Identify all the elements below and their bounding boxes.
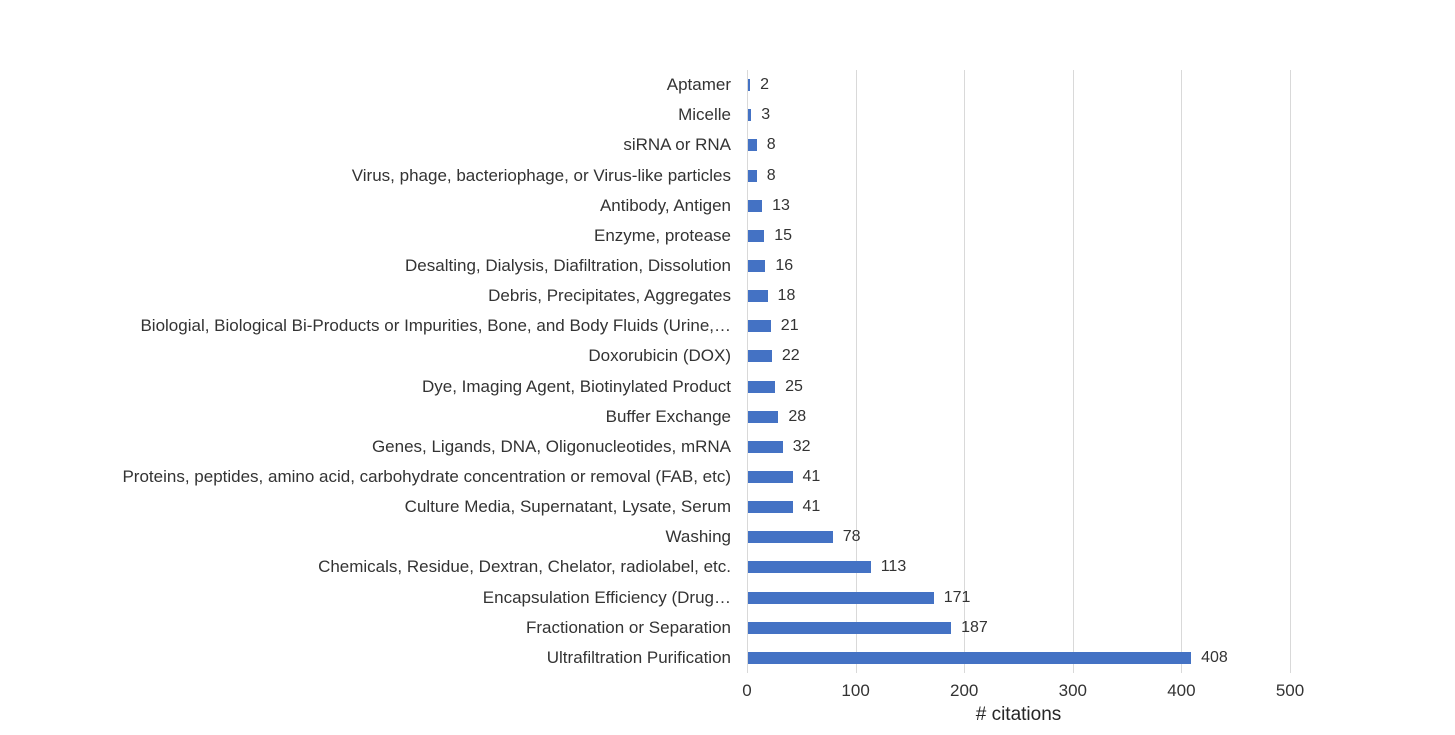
x-axis-tick-label: 300 xyxy=(1058,681,1087,700)
bar-value-label: 41 xyxy=(802,468,821,485)
category-label: Culture Media, Supernatant, Lysate, Seru… xyxy=(404,497,731,517)
category-label: Aptamer xyxy=(666,75,731,95)
x-axis-tick-label: 100 xyxy=(841,681,870,700)
category-label: Washing xyxy=(665,527,731,547)
bar-value-label: 25 xyxy=(785,377,803,395)
bar xyxy=(748,290,768,303)
bar xyxy=(748,501,793,514)
bar xyxy=(748,410,779,423)
category-label: Genes, Ligands, DNA, Oligonucleotides, m… xyxy=(371,436,731,456)
bar xyxy=(748,440,783,453)
bar-value-label: 32 xyxy=(792,437,811,455)
bar-value-label: 41 xyxy=(802,498,821,516)
gridline xyxy=(1072,70,1074,673)
bar-value-label: 187 xyxy=(961,618,988,636)
bar xyxy=(748,621,952,634)
category-label: Proteins, peptides, amino acid, carbohyd… xyxy=(122,467,731,486)
bar-value-label: 171 xyxy=(943,588,971,606)
bar-value-label: 18 xyxy=(777,287,796,305)
bar-value-label: 78 xyxy=(842,528,861,546)
category-label: Micelle xyxy=(678,105,731,125)
bar xyxy=(748,229,765,242)
plot-area: 2 3 8 8 13 15 16 18 21 22 25 28 32 41 41 78 113 171 187 408 xyxy=(747,70,1291,673)
bar xyxy=(748,259,766,272)
category-label: Doxorubicin (DOX) xyxy=(588,346,731,366)
bar xyxy=(748,139,757,152)
category-label: Antibody, Antigen xyxy=(599,195,731,215)
gridline xyxy=(1290,70,1291,673)
bar-value-label: 408 xyxy=(1201,648,1228,666)
gridline xyxy=(747,70,748,673)
category-label: Fractionation or Separation xyxy=(525,617,731,637)
gridline xyxy=(964,70,966,673)
bar xyxy=(748,471,793,484)
x-axis-title: # citations xyxy=(975,704,1062,725)
bar-value-label: 8 xyxy=(766,166,776,184)
category-label: Encapsulation Efficiency (Drug… xyxy=(482,587,731,607)
bar-value-label: 28 xyxy=(788,407,807,425)
bar-value-label: 113 xyxy=(880,558,907,576)
bar xyxy=(748,320,771,333)
category-label: Virus, phage, bacteriophage, or Virus-li… xyxy=(351,165,731,185)
gridline xyxy=(855,70,857,673)
bar-value-label: 16 xyxy=(775,256,794,274)
category-label: Enzyme, protease xyxy=(593,225,731,245)
bar xyxy=(748,591,934,604)
category-label: Ultrafiltration Purification xyxy=(546,647,731,667)
bar-value-label: 21 xyxy=(780,317,799,335)
bar-value-label: 8 xyxy=(766,136,776,154)
bar xyxy=(748,109,752,122)
bar xyxy=(748,350,772,363)
bar xyxy=(748,79,751,92)
bar xyxy=(748,199,763,212)
category-label: siRNA or RNA xyxy=(623,135,731,155)
bar-value-label: 15 xyxy=(774,226,793,244)
bar-value-label: 22 xyxy=(781,347,800,365)
category-label: Biologial, Biological Bi-Products or Imp… xyxy=(140,316,731,336)
bar xyxy=(748,380,776,393)
bar-value-label: 2 xyxy=(760,76,770,94)
bar xyxy=(748,531,833,544)
category-label: Desalting, Dialysis, Diafiltration, Diss… xyxy=(405,255,731,275)
x-axis-tick-label: 500 xyxy=(1275,681,1305,700)
bar xyxy=(748,561,871,574)
gridline xyxy=(1181,70,1183,673)
bar-value-label: 3 xyxy=(761,106,771,124)
category-label: Chemicals, Residue, Dextran, Chelator, r… xyxy=(318,557,731,577)
bar-value-label: 13 xyxy=(772,196,790,214)
category-label: Debris, Precipitates, Aggregates xyxy=(488,286,731,306)
x-axis-tick-label: 400 xyxy=(1167,681,1196,700)
bar xyxy=(748,651,1192,664)
category-label: Dye, Imaging Agent, Biotinylated Product xyxy=(421,376,731,396)
bar xyxy=(748,169,757,182)
category-label: Buffer Exchange xyxy=(605,406,731,426)
x-axis-tick-label: 0 xyxy=(742,681,752,700)
x-axis-tick-label: 200 xyxy=(950,681,979,700)
